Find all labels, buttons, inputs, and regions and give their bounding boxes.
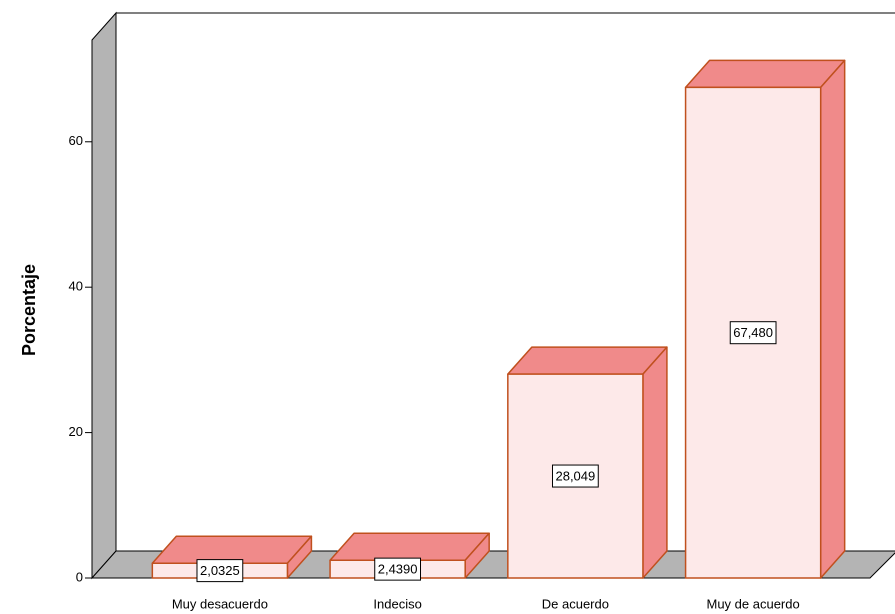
bar-side: [819, 59, 846, 579]
x-tick-label: De acuerdo: [542, 596, 609, 611]
x-tick-label: Muy de acuerdo: [707, 596, 800, 611]
bar: [507, 346, 668, 579]
bar-top: [507, 346, 668, 375]
value-label: 28,049: [555, 468, 595, 483]
y-tick-label: 0: [76, 569, 83, 584]
value-label: 2,0325: [200, 563, 240, 578]
bar: [151, 535, 313, 579]
bar: [684, 59, 846, 579]
x-tick-label: Indeciso: [373, 596, 421, 611]
bar-top: [684, 59, 846, 89]
value-label: 67,480: [733, 325, 773, 340]
x-tick-label: Muy desacuerdo: [172, 596, 268, 611]
value-label-box: [196, 559, 244, 583]
value-label-box: [729, 321, 777, 345]
y-tick-label: 40: [69, 279, 83, 294]
y-tick-label: 20: [69, 424, 83, 439]
bar-top: [329, 532, 490, 562]
value-label-box: [551, 464, 599, 488]
value-label-box: [374, 557, 422, 581]
value-label: 2,4390: [378, 562, 418, 577]
y-tick-label: 60: [69, 133, 83, 148]
bar-side: [642, 346, 668, 579]
y-axis-title: Porcentaje: [19, 264, 39, 356]
side-wall: [91, 11, 117, 580]
